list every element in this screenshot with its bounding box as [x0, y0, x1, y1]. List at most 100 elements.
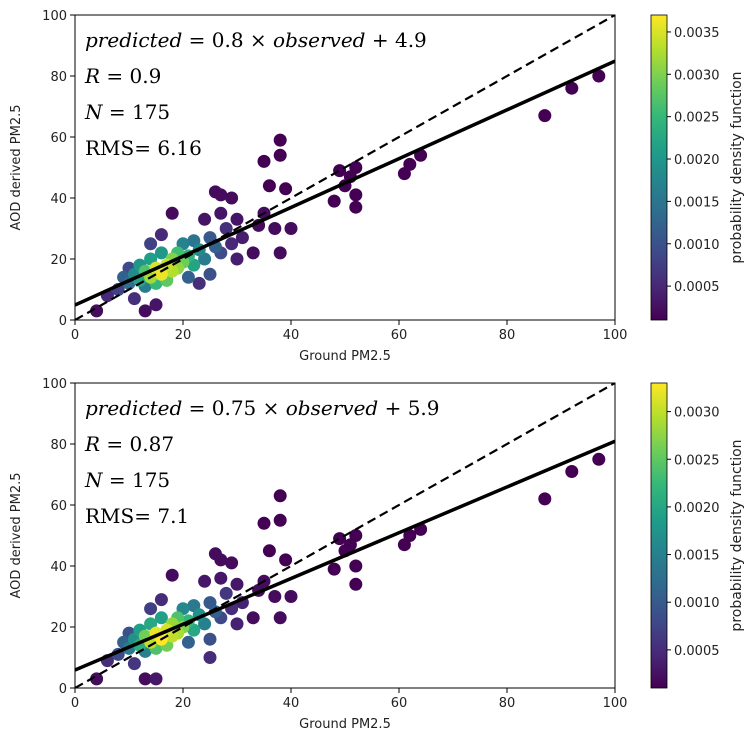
axes: 0 20 40 60 80 100 0 20 40 60 80 100: [42, 377, 627, 711]
data-point: [230, 617, 244, 631]
data-point: [273, 611, 287, 625]
colorbar-tick-label: 0.0005: [674, 280, 720, 295]
colorbar-tick-label: 0.0015: [674, 549, 720, 564]
data-point: [154, 228, 168, 242]
regression-line: [75, 59, 615, 307]
data-point: [214, 188, 228, 202]
colorbar-label: probability density function: [729, 439, 745, 631]
stats-annotations: predicted = 0.8 × observed + 4.9 R = 0.9 N…: [84, 28, 427, 160]
data-point: [273, 489, 287, 503]
x-tick-label: 80: [499, 328, 516, 343]
x-tick-label: 20: [175, 696, 192, 711]
colorbar: 0.0005 0.0010 0.0015 0.0020 0.0025 0.0030 prob…: [650, 382, 745, 689]
data-point: [90, 304, 104, 318]
data-point: [284, 222, 298, 235]
annotation-line: RMS= 6.16: [85, 136, 202, 160]
annotation-line: predicted = 0.75 × observed + 5.9: [85, 396, 440, 420]
data-point: [127, 657, 141, 671]
x-tick-label: 40: [283, 696, 300, 711]
data-point: [219, 586, 233, 600]
data-point: [181, 270, 195, 284]
annotation-part: = 0.9: [100, 64, 161, 88]
data-point: [203, 632, 217, 646]
data-point: [138, 672, 152, 686]
data-point: [203, 651, 217, 664]
plot-frame: [74, 14, 616, 321]
data-point: [403, 157, 417, 171]
y-tick-label: 0: [59, 314, 67, 329]
data-point: [273, 148, 287, 162]
annotation-part: = 0.87: [100, 432, 174, 456]
data-point: [349, 577, 363, 591]
data-point: [144, 237, 158, 251]
annotation-part: RMS= 7.1: [85, 504, 189, 528]
data-point: [230, 212, 244, 226]
annotation-line: R = 0.9: [84, 64, 161, 88]
annotation-part: + 5.9: [378, 396, 439, 420]
data-point: [235, 231, 249, 245]
data-point: [262, 179, 276, 193]
annotation-part: R: [84, 432, 100, 456]
data-point: [279, 553, 293, 567]
data-point: [349, 200, 363, 214]
data-point: [149, 672, 163, 686]
annotation-part: + 4.9: [366, 28, 427, 52]
annotation-line: R = 0.87: [84, 432, 174, 456]
colorbar-gradient: [650, 14, 668, 321]
annotation-part: predicted: [85, 28, 182, 52]
chart-panel-top: 0 20 40 60 80 100 0 20 40 60 80 100 Ground PM2.5 AOD …: [9, 9, 745, 364]
y-tick-label: 0: [59, 682, 67, 697]
annotation-part: observed: [273, 28, 365, 52]
reference-lines: [75, 383, 615, 688]
data-point: [349, 559, 363, 573]
data-point: [246, 246, 260, 260]
x-tick-label: 0: [71, 696, 79, 711]
x-tick-label: 80: [499, 696, 516, 711]
colorbar-tick-label: 0.0020: [674, 153, 720, 168]
y-tick-label: 20: [50, 621, 67, 636]
data-point: [198, 212, 212, 226]
data-point: [257, 516, 271, 530]
data-point: [257, 154, 271, 168]
colorbar-gradient: [650, 382, 668, 689]
data-point: [219, 222, 233, 235]
y-tick-label: 60: [50, 499, 67, 514]
data-point: [225, 237, 239, 251]
data-point: [214, 571, 228, 585]
data-point: [203, 267, 217, 281]
identity-line: [75, 15, 615, 320]
data-point: [214, 206, 228, 220]
colorbar-tick-label: 0.0025: [674, 453, 720, 468]
data-point: [349, 529, 363, 542]
colorbar-tick-label: 0.0010: [674, 238, 720, 253]
colorbar-tick-label: 0.0020: [674, 501, 720, 516]
y-tick-label: 80: [50, 438, 67, 453]
data-point: [246, 611, 260, 625]
annotation-part: N: [84, 100, 104, 124]
y-tick-label: 100: [42, 9, 67, 24]
annotation-line: predicted = 0.8 × observed + 4.9: [85, 28, 427, 52]
data-point: [225, 191, 239, 205]
colorbar-tick-label: 0.0025: [674, 111, 720, 126]
annotation-part: R: [84, 64, 100, 88]
data-point: [230, 577, 244, 591]
y-tick-label: 60: [50, 131, 67, 146]
plot-frame: [74, 382, 616, 689]
data-point: [144, 602, 158, 616]
data-point: [149, 298, 163, 312]
x-tick-label: 100: [603, 696, 628, 711]
data-point: [538, 492, 552, 506]
y-axis-label: AOD derived PM2.5: [9, 472, 24, 598]
data-point: [565, 81, 579, 95]
y-tick-label: 40: [50, 560, 67, 575]
x-tick-label: 60: [391, 328, 408, 343]
data-point: [327, 194, 341, 208]
data-point: [181, 635, 195, 649]
annotation-part: = 175: [103, 468, 171, 492]
x-tick-label: 20: [175, 328, 192, 343]
data-point: [327, 562, 341, 576]
data-point: [284, 590, 298, 603]
identity-line: [75, 383, 615, 688]
annotation-line: N = 175: [84, 100, 170, 124]
annotation-line: RMS= 7.1: [85, 504, 189, 528]
